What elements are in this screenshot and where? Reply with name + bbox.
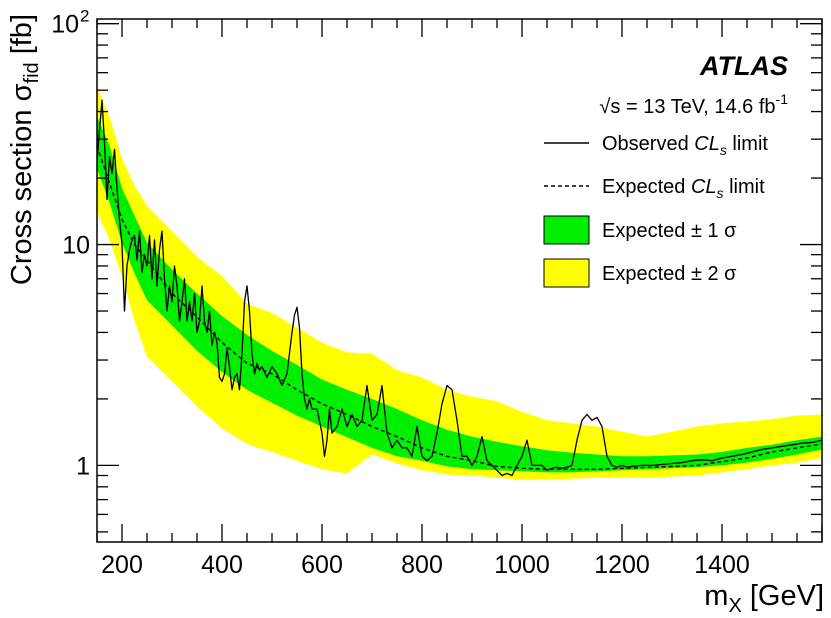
band-1sigma	[97, 116, 822, 473]
legend-1sigma-swatch	[543, 215, 590, 245]
plot-frame	[96, 18, 823, 543]
x-tick-label: 1200	[594, 551, 650, 579]
energy-lumi-label: √s = 13 TeV, 14.6 fb-1	[599, 91, 788, 118]
lines-layer	[97, 99, 822, 477]
x-tick-label: 200	[101, 551, 143, 579]
legend-label: Expected ± 1 σ	[602, 220, 737, 242]
legend-label: Observed CLs limit	[602, 133, 768, 158]
x-tick-label: 1400	[694, 551, 750, 579]
legend-2sigma-swatch	[543, 258, 590, 288]
x-tick-label: 600	[301, 551, 343, 579]
energy-lumi-sup: -1	[776, 91, 789, 107]
axis-ticks	[96, 19, 823, 542]
y-axis-title: Cross section σfid [fb]	[6, 14, 43, 285]
x-axis-title: mX [GeV]	[704, 580, 824, 617]
y-tick-label-exponent: 2	[80, 7, 89, 26]
y-tick-label: 10	[62, 232, 90, 260]
x-tick-label: 800	[401, 551, 443, 579]
bands-layer	[97, 86, 822, 480]
legend-label: Expected CLs limit	[602, 176, 765, 201]
y-axis-title-subscript: fid	[21, 62, 43, 83]
expected-limit-line	[97, 145, 822, 470]
legend-label: Expected ± 2 σ	[602, 263, 737, 285]
y-tick-label: 1	[76, 452, 90, 480]
y-tick-label: 10	[51, 11, 79, 39]
x-tick-label: 1000	[494, 551, 550, 579]
x-tick-label: 400	[201, 551, 243, 579]
legend: Observed CLs limit Expected CLs limit Expe…	[543, 133, 768, 288]
x-axis-title-unit: [GeV]	[742, 580, 824, 612]
x-axis-title-subscript: X	[728, 595, 741, 617]
y-axis-title-unit: [fb]	[6, 14, 38, 62]
atlas-label: ATLAS	[699, 51, 788, 81]
observed-limit-line	[97, 99, 822, 477]
